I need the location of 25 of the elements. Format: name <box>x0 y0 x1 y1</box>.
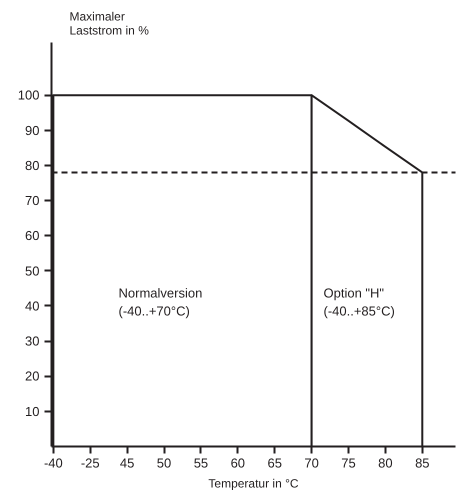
x-tick-label: 85 <box>415 456 430 470</box>
x-tick-label: -25 <box>80 456 100 470</box>
y-tick-label: 30 <box>25 334 40 349</box>
y-tick-label: 50 <box>25 263 40 278</box>
y-tick-label: 20 <box>25 368 40 384</box>
y-tick-label: 10 <box>25 404 40 419</box>
x-tick-label: 75 <box>341 456 356 470</box>
x-tick-label: 65 <box>267 456 282 470</box>
annotation: Normalversion (-40..+70°C) <box>118 286 202 318</box>
y-tick-label: 90 <box>25 122 40 138</box>
x-tick-label: 55 <box>194 456 208 470</box>
y-tick-label: 40 <box>25 298 40 314</box>
y-tick-label: 70 <box>25 193 40 208</box>
x-tick-label: 50 <box>156 456 172 470</box>
y-tick-label: 100 <box>18 88 40 103</box>
chart-title: Maximaler Laststrom in % <box>70 10 150 38</box>
y-tick-label: 60 <box>25 228 40 244</box>
x-tick-label: 80 <box>378 456 393 470</box>
x-tick-label: 45 <box>120 456 134 470</box>
x-tick-label: 60 <box>230 456 246 470</box>
x-tick-label: -40 <box>44 456 63 470</box>
x-axis-title: Temperatur in °C <box>208 476 299 490</box>
x-tick-label: 70 <box>304 456 319 470</box>
y-tick-label: 80 <box>25 158 40 173</box>
annotation: Option "H" (-40..+85°C) <box>324 286 395 318</box>
